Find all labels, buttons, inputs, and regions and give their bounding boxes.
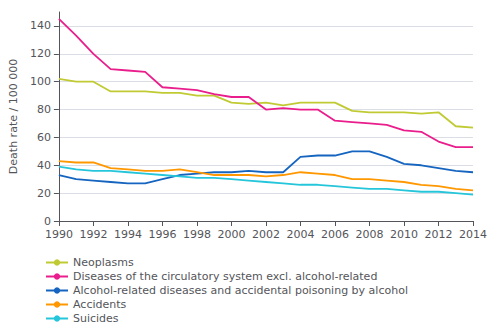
svg-text:2002: 2002	[252, 228, 280, 241]
svg-text:80: 80	[37, 103, 51, 116]
svg-text:2004: 2004	[286, 228, 314, 241]
svg-text:Neoplasms: Neoplasms	[73, 256, 134, 269]
svg-text:100: 100	[30, 75, 51, 88]
svg-text:2000: 2000	[217, 228, 245, 241]
svg-text:Diseases of the circulatory sy: Diseases of the circulatory system excl.…	[73, 270, 377, 283]
svg-text:1998: 1998	[183, 228, 211, 241]
svg-text:40: 40	[37, 159, 51, 172]
svg-text:120: 120	[30, 47, 51, 60]
svg-text:2014: 2014	[459, 228, 487, 241]
svg-text:2012: 2012	[424, 228, 452, 241]
svg-text:1994: 1994	[114, 228, 142, 241]
svg-text:2010: 2010	[390, 228, 418, 241]
svg-text:20: 20	[37, 187, 51, 200]
svg-text:1990: 1990	[45, 228, 73, 241]
svg-text:0: 0	[44, 215, 51, 228]
svg-text:Accidents: Accidents	[73, 298, 127, 311]
svg-text:60: 60	[37, 131, 51, 144]
svg-text:Suicides: Suicides	[73, 312, 119, 325]
svg-text:1992: 1992	[79, 228, 107, 241]
svg-text:1996: 1996	[148, 228, 176, 241]
svg-text:Alcohol-related diseases and a: Alcohol-related diseases and accidental …	[73, 284, 408, 297]
svg-text:2006: 2006	[321, 228, 349, 241]
svg-text:Death rate / 100 000: Death rate / 100 000	[7, 59, 20, 174]
svg-text:2008: 2008	[355, 228, 383, 241]
svg-text:140: 140	[30, 19, 51, 32]
